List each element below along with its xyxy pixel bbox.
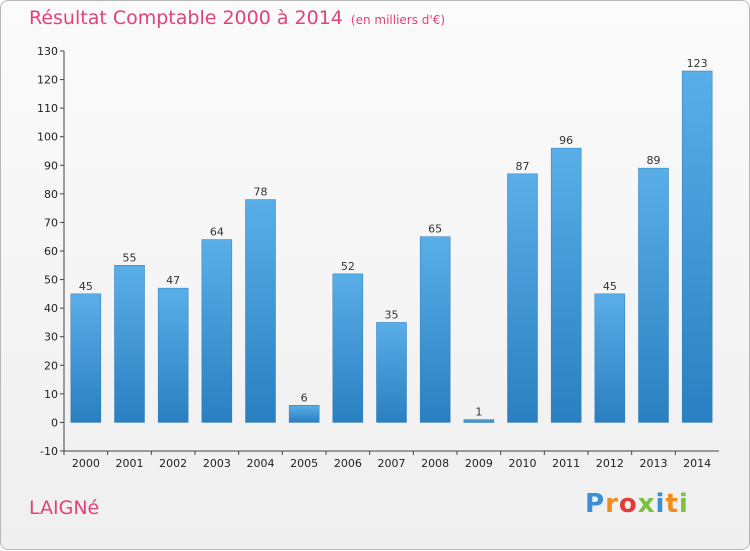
y-tick-label: 110 — [37, 102, 58, 115]
chart-title-text: Résultat Comptable 2000 à 2014 — [29, 7, 343, 29]
y-tick-label: 120 — [37, 74, 58, 87]
logo-letter: i — [655, 489, 666, 519]
bar — [463, 419, 495, 423]
bar-value-label: 45 — [603, 280, 617, 293]
y-tick-label: 50 — [44, 274, 58, 287]
x-tick-label: 2003 — [203, 457, 231, 470]
bar-value-label: 78 — [254, 186, 268, 199]
logo-letter: i — [678, 489, 689, 519]
bar-value-label: 55 — [123, 251, 137, 264]
commune-name: LAIGNé — [29, 497, 100, 519]
logo-letter: P — [585, 489, 606, 519]
chart-subtitle: (en milliers d'€) — [350, 13, 446, 27]
bar — [114, 265, 145, 423]
bar — [201, 239, 233, 423]
y-tick-label: 40 — [44, 302, 58, 315]
bar — [507, 173, 538, 423]
bar-value-label: 65 — [428, 223, 442, 236]
bar — [550, 147, 582, 423]
bar — [376, 322, 407, 423]
chart-title: Résultat Comptable 2000 à 2014 (en millie… — [29, 7, 445, 29]
bar-value-label: 45 — [79, 280, 93, 293]
bar — [288, 405, 320, 423]
bar-value-label: 52 — [341, 260, 355, 273]
y-tick-label: 70 — [44, 216, 58, 229]
y-tick-label: 20 — [44, 359, 58, 372]
logo-letter: t — [665, 489, 679, 519]
bar-value-label: 96 — [559, 134, 573, 147]
bar-value-label: 87 — [516, 160, 530, 173]
data-labels: 45 55 47 64 78 6 52 35 65 1 87 96 45 89 123 — [79, 57, 708, 419]
bar-value-label: 64 — [210, 226, 224, 239]
y-tick-label: 130 — [37, 45, 58, 58]
y-tick-label: 90 — [44, 159, 58, 172]
x-tick-label: 2013 — [640, 457, 668, 470]
x-tick-label: 2010 — [509, 457, 537, 470]
x-tick-label: 2001 — [116, 457, 144, 470]
y-tick-label: -10 — [40, 445, 58, 458]
bar-value-label: 123 — [687, 57, 708, 70]
y-tick-label: 0 — [51, 416, 58, 429]
x-tick-label: 2014 — [683, 457, 711, 470]
x-tick-label: 2008 — [421, 457, 449, 470]
x-tick-label: 2011 — [552, 457, 580, 470]
bar-value-label: 47 — [166, 274, 180, 287]
bar — [245, 199, 276, 423]
bar — [157, 287, 189, 423]
y-tick-label: 80 — [44, 188, 58, 201]
y-tick-label: 10 — [44, 388, 58, 401]
bar — [419, 236, 451, 423]
proxiti-logo: Proxiti — [585, 489, 689, 519]
x-tick-label: 2004 — [247, 457, 275, 470]
bar — [638, 167, 669, 423]
logo-letter: o — [618, 489, 638, 519]
x-tick-label: 2009 — [465, 457, 493, 470]
bar-value-label: 35 — [385, 308, 399, 321]
x-tick-label: 2012 — [596, 457, 624, 470]
bar — [70, 293, 102, 423]
y-tick-label: 100 — [37, 131, 58, 144]
x-tick-label: 2002 — [159, 457, 187, 470]
bars — [70, 70, 713, 423]
x-tick-label: 2006 — [334, 457, 362, 470]
logo-letter: x — [637, 489, 656, 519]
y-tick-label: 60 — [44, 245, 58, 258]
logo-letter: r — [605, 489, 619, 519]
x-tick-label: 2005 — [290, 457, 318, 470]
bar-value-label: 1 — [475, 406, 482, 419]
bar — [594, 293, 626, 423]
y-tick-label: 30 — [44, 331, 58, 344]
bar-value-label: 89 — [647, 154, 661, 167]
axes: -10 0 10 20 30 40 50 60 70 80 90 100 110 120 130 2000 20… — [37, 45, 719, 470]
bar — [332, 273, 364, 423]
bar — [681, 70, 713, 423]
x-tick-label: 2007 — [378, 457, 406, 470]
bar-value-label: 6 — [301, 391, 308, 404]
x-tick-label: 2000 — [72, 457, 100, 470]
